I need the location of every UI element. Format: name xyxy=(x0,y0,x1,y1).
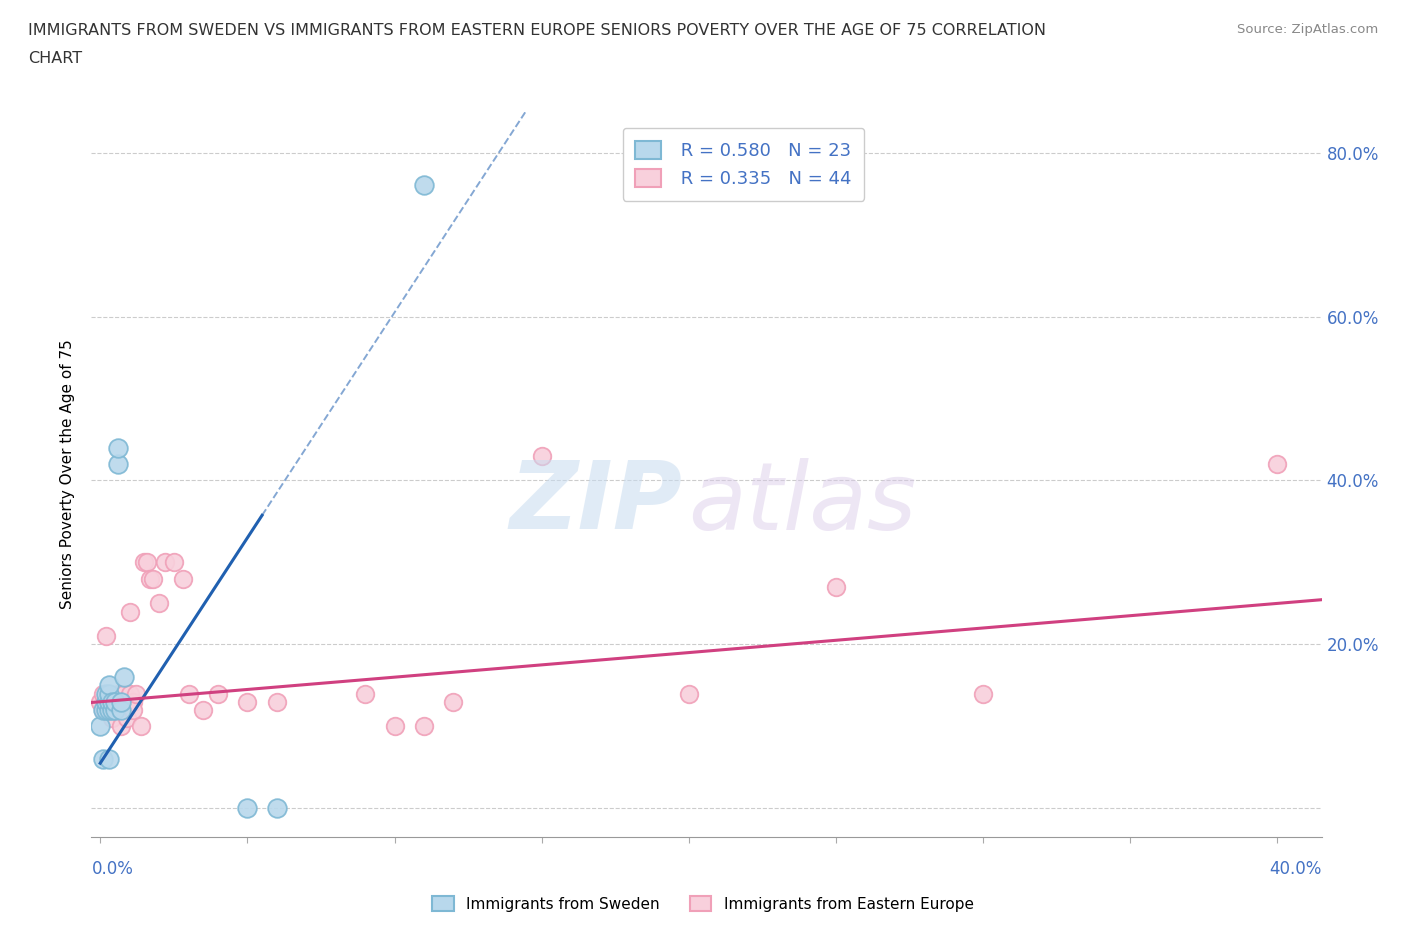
Point xyxy=(98,702,121,717)
Text: 0.0%: 0.0% xyxy=(91,860,134,878)
Point xyxy=(177,686,200,701)
Text: CHART: CHART xyxy=(28,51,82,66)
Point xyxy=(98,751,121,766)
Point xyxy=(91,686,114,701)
Point xyxy=(104,695,127,710)
Point xyxy=(91,702,114,717)
Point xyxy=(131,719,153,734)
Point xyxy=(107,440,129,455)
Point xyxy=(266,695,288,710)
Point xyxy=(139,571,162,586)
Point xyxy=(118,686,141,701)
Point xyxy=(1267,457,1289,472)
Point xyxy=(384,719,406,734)
Point xyxy=(98,695,121,710)
Point xyxy=(207,686,229,701)
Point xyxy=(101,711,124,725)
Point xyxy=(112,670,135,684)
Point xyxy=(413,178,436,193)
Point xyxy=(236,695,259,710)
Point xyxy=(91,702,114,717)
Point xyxy=(98,702,121,717)
Point xyxy=(193,702,215,717)
Point xyxy=(354,686,377,701)
Text: ZIP: ZIP xyxy=(509,458,682,550)
Point xyxy=(104,702,127,717)
Text: atlas: atlas xyxy=(688,458,917,549)
Point xyxy=(94,629,117,644)
Point xyxy=(148,596,170,611)
Point xyxy=(134,555,156,570)
Point xyxy=(121,695,143,710)
Point xyxy=(94,686,117,701)
Point xyxy=(94,702,117,717)
Point xyxy=(112,686,135,701)
Point xyxy=(678,686,700,701)
Y-axis label: Seniors Poverty Over the Age of 75: Seniors Poverty Over the Age of 75 xyxy=(60,339,76,609)
Point xyxy=(89,695,111,710)
Point xyxy=(110,702,132,717)
Point xyxy=(266,801,288,816)
Point xyxy=(110,719,132,734)
Legend:  R = 0.580   N = 23,  R = 0.335   N = 44: R = 0.580 N = 23, R = 0.335 N = 44 xyxy=(623,128,865,201)
Point xyxy=(107,686,129,701)
Point xyxy=(107,695,129,710)
Point xyxy=(236,801,259,816)
Legend: Immigrants from Sweden, Immigrants from Eastern Europe: Immigrants from Sweden, Immigrants from … xyxy=(426,890,980,918)
Point xyxy=(124,686,146,701)
Point xyxy=(112,702,135,717)
Point xyxy=(91,751,114,766)
Point xyxy=(107,457,129,472)
Point xyxy=(825,579,848,594)
Point xyxy=(110,695,132,710)
Point xyxy=(98,678,121,693)
Point xyxy=(136,555,159,570)
Point xyxy=(98,695,121,710)
Point xyxy=(972,686,994,701)
Point xyxy=(121,702,143,717)
Point xyxy=(101,695,124,710)
Point xyxy=(413,719,436,734)
Point xyxy=(89,719,111,734)
Point xyxy=(101,695,124,710)
Text: Source: ZipAtlas.com: Source: ZipAtlas.com xyxy=(1237,23,1378,36)
Point xyxy=(118,604,141,619)
Text: IMMIGRANTS FROM SWEDEN VS IMMIGRANTS FROM EASTERN EUROPE SENIORS POVERTY OVER TH: IMMIGRANTS FROM SWEDEN VS IMMIGRANTS FRO… xyxy=(28,23,1046,38)
Text: 40.0%: 40.0% xyxy=(1270,860,1322,878)
Point xyxy=(94,695,117,710)
Point xyxy=(153,555,176,570)
Point xyxy=(115,711,138,725)
Point xyxy=(172,571,194,586)
Point xyxy=(94,702,117,717)
Point xyxy=(104,702,127,717)
Point xyxy=(101,702,124,717)
Point xyxy=(441,695,464,710)
Point xyxy=(163,555,186,570)
Point xyxy=(530,448,553,463)
Point xyxy=(98,686,121,701)
Point xyxy=(142,571,165,586)
